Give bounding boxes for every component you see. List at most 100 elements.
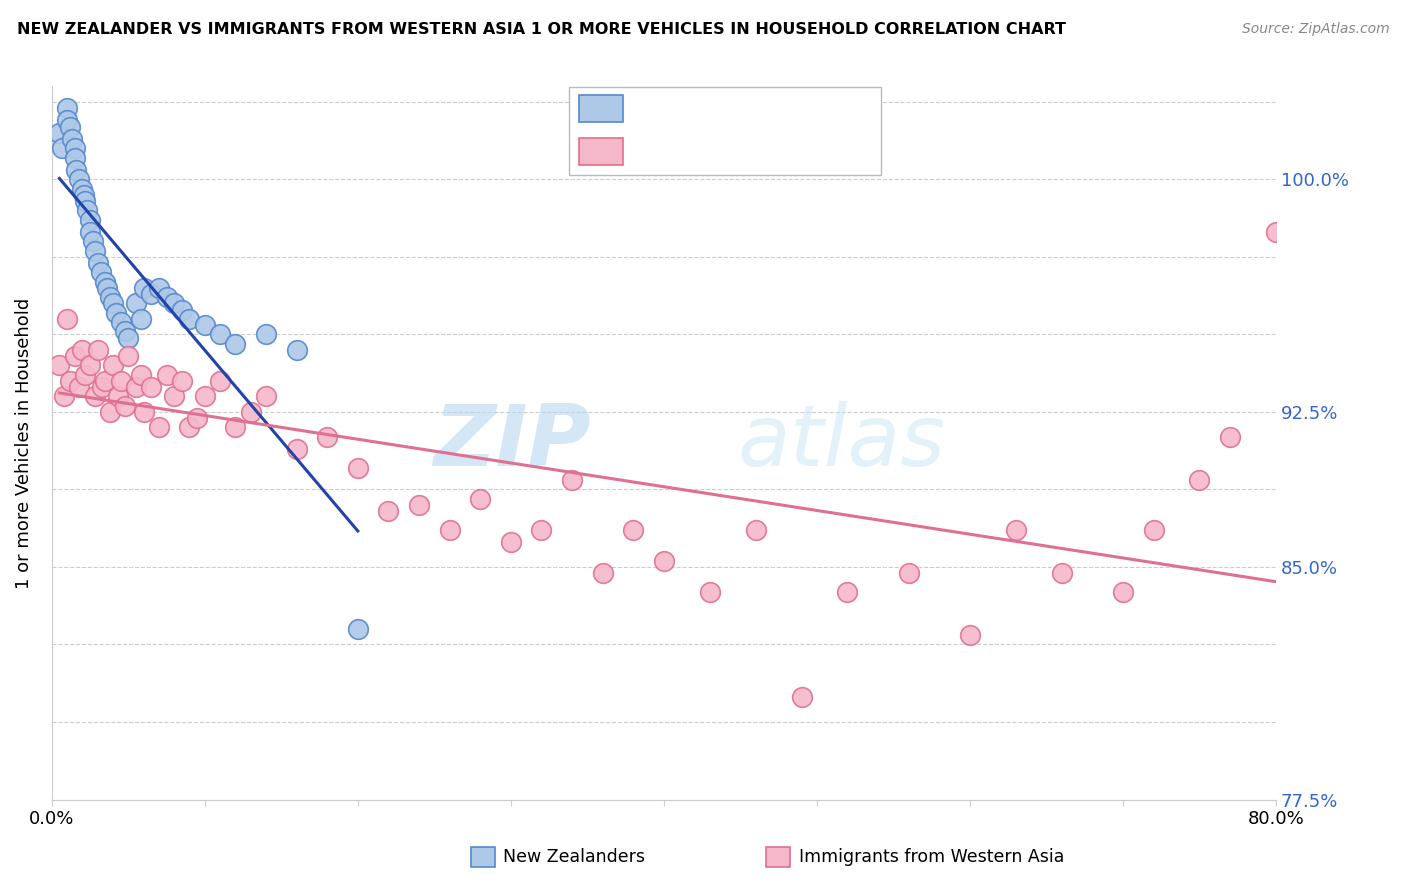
Point — [79, 359, 101, 373]
Point — [75, 368, 97, 382]
Point — [470, 491, 492, 506]
Point — [439, 523, 461, 537]
Point — [117, 349, 139, 363]
Point — [129, 368, 152, 382]
Text: NEW ZEALANDER VS IMMIGRANTS FROM WESTERN ASIA 1 OR MORE VEHICLES IN HOUSEHOLD CO: NEW ZEALANDER VS IMMIGRANTS FROM WESTERN… — [17, 22, 1066, 37]
Point — [170, 302, 193, 317]
Point — [377, 504, 399, 518]
Point — [1004, 523, 1026, 537]
Point — [155, 290, 177, 304]
Point — [125, 296, 148, 310]
Point — [79, 225, 101, 239]
Point — [1219, 430, 1241, 444]
Point — [621, 523, 644, 537]
Point — [59, 374, 82, 388]
Point — [101, 296, 124, 310]
Point — [117, 330, 139, 344]
Point — [83, 244, 105, 258]
Point — [91, 380, 114, 394]
Point — [209, 374, 232, 388]
Point — [129, 312, 152, 326]
Point — [73, 187, 96, 202]
Point — [96, 281, 118, 295]
Point — [224, 336, 246, 351]
Point — [148, 281, 170, 295]
Point — [346, 460, 368, 475]
Point — [652, 554, 675, 568]
Point — [179, 312, 201, 326]
Point — [1265, 225, 1288, 239]
Point — [67, 172, 90, 186]
Point — [141, 380, 163, 394]
Point — [86, 343, 108, 357]
Text: Immigrants from Western Asia: Immigrants from Western Asia — [799, 848, 1064, 866]
Point — [790, 690, 813, 705]
Point — [63, 349, 86, 363]
Point — [75, 194, 97, 208]
Point — [53, 389, 76, 403]
Point — [94, 374, 117, 388]
Point — [163, 389, 186, 403]
Text: atlas: atlas — [737, 401, 945, 484]
Point — [72, 182, 94, 196]
Point — [239, 405, 262, 419]
Point — [209, 327, 232, 342]
Point — [592, 566, 614, 581]
Point — [105, 306, 128, 320]
Point — [254, 389, 277, 403]
Point — [179, 420, 201, 434]
Point — [56, 113, 79, 128]
Point — [897, 566, 920, 581]
Point — [1142, 523, 1164, 537]
Point — [48, 359, 70, 373]
Point — [346, 622, 368, 636]
Point — [63, 141, 86, 155]
Point — [316, 430, 339, 444]
Point — [1112, 584, 1135, 599]
Point — [51, 141, 73, 155]
Point — [1050, 566, 1073, 581]
Point — [76, 203, 98, 218]
Point — [60, 132, 83, 146]
Point — [82, 235, 104, 249]
Point — [125, 380, 148, 394]
Point — [1188, 473, 1211, 487]
Point — [56, 101, 79, 115]
Point — [107, 389, 129, 403]
Point — [186, 411, 208, 425]
Point — [163, 296, 186, 310]
Text: ZIP: ZIP — [433, 401, 591, 484]
Point — [194, 318, 217, 332]
Point — [90, 265, 112, 279]
Point — [114, 324, 136, 338]
Point — [224, 420, 246, 434]
Point — [148, 420, 170, 434]
Point — [101, 359, 124, 373]
Point — [194, 389, 217, 403]
Point — [48, 126, 70, 140]
Point — [114, 399, 136, 413]
Point — [285, 442, 308, 457]
Point — [959, 628, 981, 642]
Point — [83, 389, 105, 403]
Point — [837, 584, 859, 599]
Point — [59, 120, 82, 134]
Point — [155, 368, 177, 382]
Y-axis label: 1 or more Vehicles in Household: 1 or more Vehicles in Household — [15, 297, 32, 589]
Point — [408, 498, 430, 512]
Point — [699, 584, 721, 599]
Point — [79, 212, 101, 227]
Point — [65, 163, 87, 178]
Point — [744, 523, 766, 537]
Point — [132, 281, 155, 295]
Point — [110, 374, 132, 388]
Point — [530, 523, 553, 537]
Point — [56, 312, 79, 326]
Point — [285, 343, 308, 357]
Point — [98, 290, 121, 304]
Point — [499, 535, 522, 549]
Point — [86, 256, 108, 270]
Point — [72, 343, 94, 357]
Text: New Zealanders: New Zealanders — [503, 848, 645, 866]
Point — [141, 287, 163, 301]
